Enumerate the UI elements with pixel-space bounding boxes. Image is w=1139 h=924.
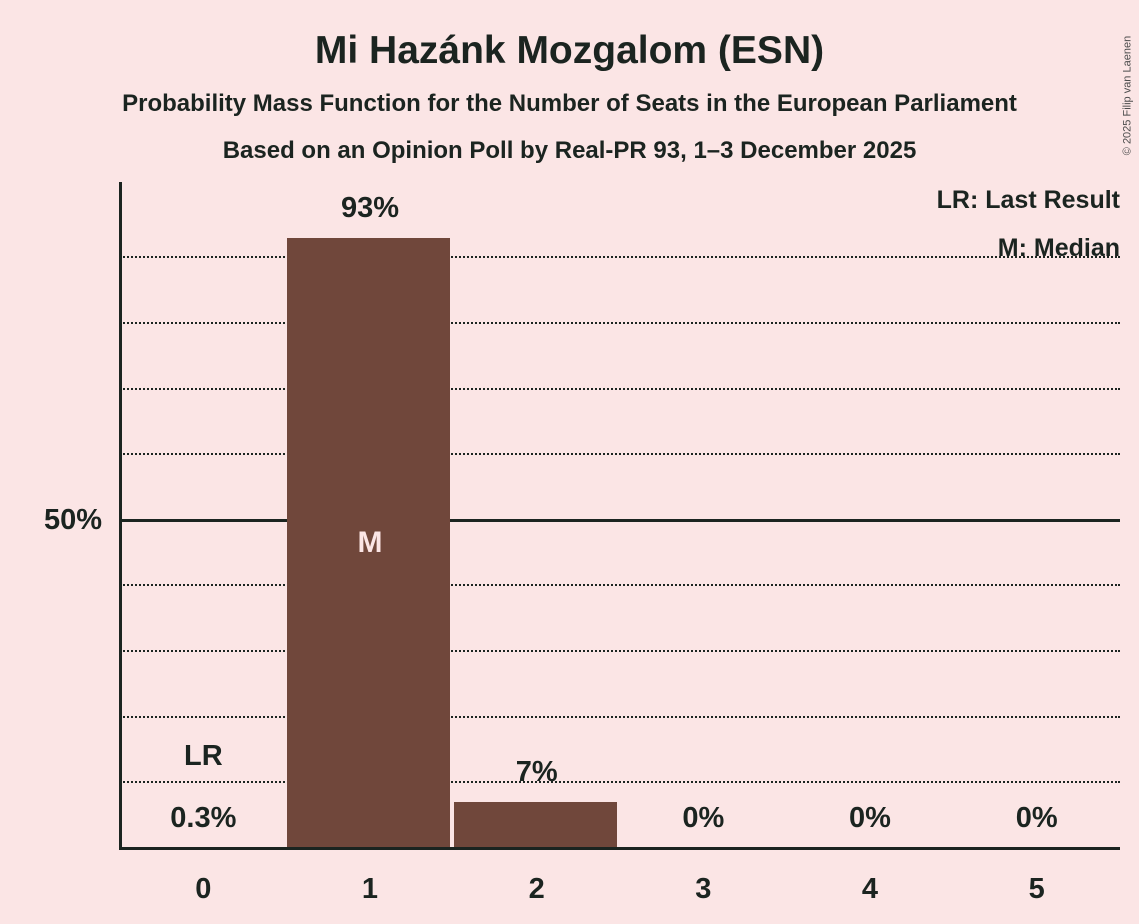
x-axis-line [118,847,1120,850]
gridline-60pct [120,453,1120,456]
value-label-seat-2: 7% [515,756,558,789]
chart-subtitle: Probability Mass Function for the Number… [122,90,1017,117]
x-tick-4: 4 [861,873,879,905]
gridline-90pct [120,256,1120,259]
gridline-10pct [120,781,1120,784]
value-label-seat-1: 93% [340,191,399,224]
gridline-30pct [120,649,1120,652]
y-axis-line [118,182,122,850]
legend-last-result: LR: Last Result [936,186,1120,214]
poll-info-line: Based on an Opinion Poll by Real-PR 93, … [222,137,917,164]
value-label-seat-5: 0% [1015,802,1058,834]
x-tick-1: 1 [361,873,379,905]
value-label-seat-4: 0% [849,802,891,834]
gridline-70pct [120,387,1120,390]
gridline-20pct [120,715,1120,718]
legend-median: M: Median [997,234,1120,262]
y-axis-50pct-label: 50% [43,504,102,536]
last-result-label: LR [183,740,223,772]
bar-seat-1 [287,237,451,848]
value-label-seat-0: 0.3% [170,802,237,834]
x-tick-5: 5 [1028,873,1045,905]
x-tick-3: 3 [695,873,712,905]
gridline-40pct [120,584,1120,587]
x-tick-0: 0 [195,873,212,905]
gridline-80pct [120,321,1120,324]
fifty-percent-line [120,518,1120,522]
chart-title: Mi Hazánk Mozgalom (ESN) [314,29,825,72]
value-label-seat-3: 0% [682,802,725,834]
bar-seat-2 [453,802,617,848]
x-tick-2: 2 [528,873,545,905]
median-marker-label: M [357,525,383,559]
